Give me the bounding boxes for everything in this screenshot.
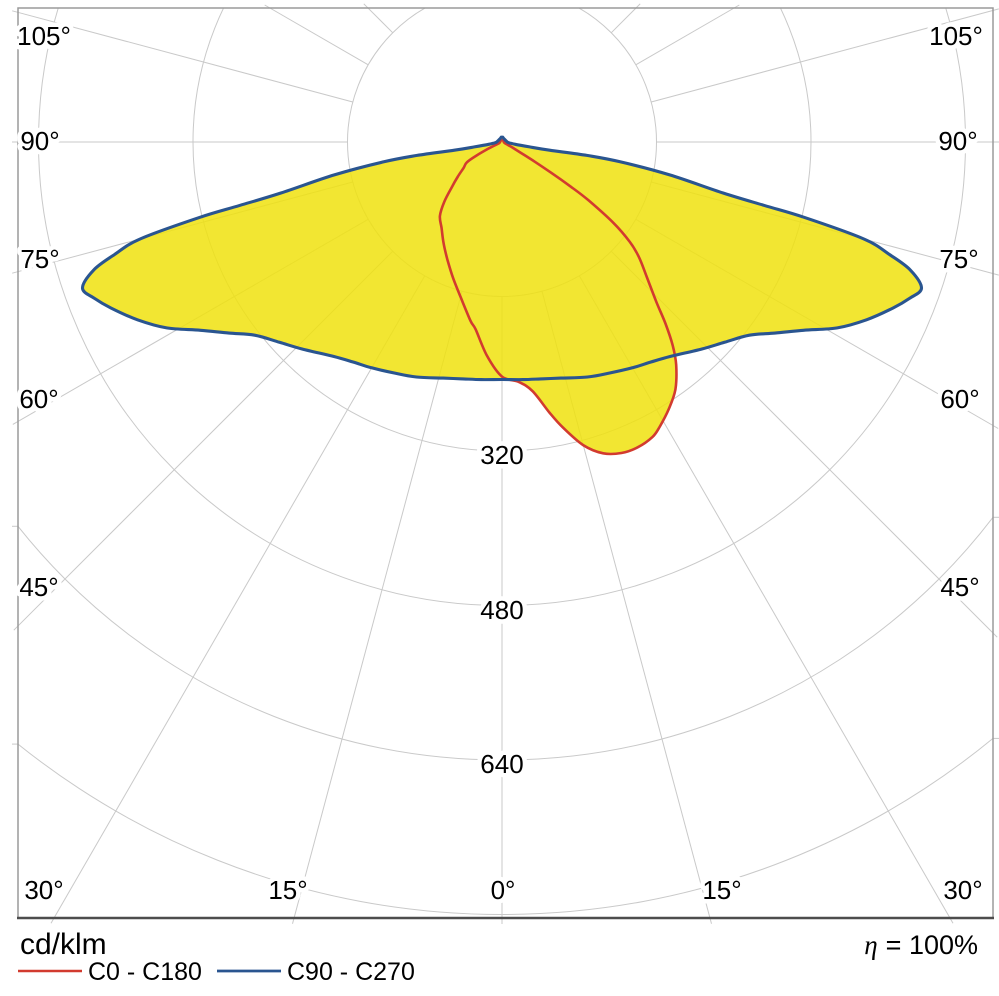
angle-label: 30° [943, 875, 982, 905]
legend-item-c90-c270: C90 - C270 [287, 958, 415, 986]
angle-label: 75° [20, 244, 59, 274]
light-distribution-fill [82, 137, 922, 455]
ring-value-label: 480 [480, 595, 523, 625]
unit-label: cd/klm [20, 928, 107, 961]
angle-label: 15° [702, 875, 741, 905]
grid-ray-120 [264, 4, 369, 66]
angle-label: 60° [19, 384, 58, 414]
angle-label: 90° [20, 126, 59, 156]
angle-label: 60° [940, 384, 979, 414]
grid-ray-120 [635, 4, 740, 66]
grid-ray-15 [292, 291, 463, 924]
chart-frame [17, 7, 994, 920]
angle-label: 45° [940, 572, 979, 602]
grid-ray-30 [50, 275, 426, 924]
angle-label: 30° [24, 875, 63, 905]
grid-ray-105 [651, 8, 999, 103]
angle-label: 105° [929, 21, 983, 51]
axis-labels: 105° 90° 75° 60° 45° 30° 15° 0° 15° 30° 45° 60° 75° 9… [13, 17, 988, 910]
intensity-curves [80, 135, 924, 456]
ring-value-label: 320 [480, 440, 523, 470]
angle-label: 15° [268, 875, 307, 905]
curve-c90-c270 [80, 135, 924, 382]
angle-label: 105° [17, 21, 71, 51]
angle-label: 0° [491, 875, 516, 905]
legend-item-c0-c180: C0 - C180 [88, 958, 202, 986]
legend: cd/klm η = 100% C0 - C180 C90 - C270 [18, 928, 978, 986]
angle-label: 45° [19, 572, 58, 602]
angle-label: 75° [939, 244, 978, 274]
curve-c0-c180 [438, 139, 678, 456]
intensity-fill [82, 137, 922, 455]
angle-label: 90° [938, 126, 977, 156]
ring-value-label: 640 [480, 749, 523, 779]
efficiency-label: η = 100% [864, 930, 978, 960]
grid-ray-105 [12, 10, 353, 103]
